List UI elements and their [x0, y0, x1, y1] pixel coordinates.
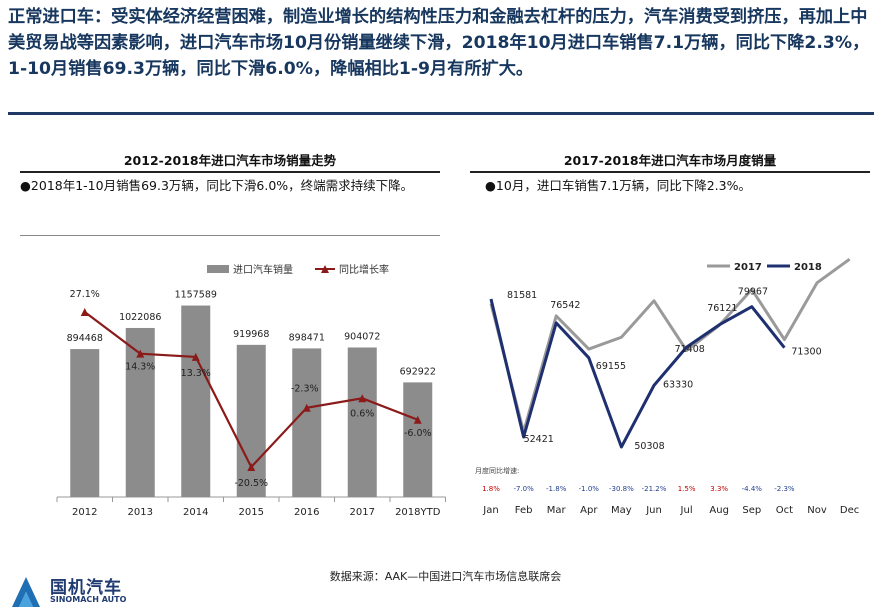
bar-value-label: 898471 — [289, 332, 325, 343]
growth-rate-point — [80, 308, 89, 316]
bar-value-label: 904072 — [344, 331, 380, 342]
sinomach-logo: 国机汽车 SINOMACH AUTO — [8, 573, 158, 611]
x-tick-label: 2013 — [128, 507, 153, 518]
growth-rate-point — [247, 463, 256, 471]
bar-value-label: 1022086 — [119, 312, 161, 323]
x-tick-label: 2017 — [350, 507, 375, 518]
bar-2016 — [292, 348, 322, 497]
bar-2012 — [70, 349, 100, 497]
left-title-rule — [20, 171, 440, 173]
bar-2014 — [181, 305, 211, 497]
header-divider — [8, 112, 874, 115]
x-tick-label: 2016 — [294, 507, 319, 518]
sinomach-logo-icon — [12, 577, 40, 607]
growth-rate-label: -20.5% — [234, 478, 268, 489]
right-chart-title: 2017-2018年进口汽车市场月度销量 — [563, 153, 777, 168]
growth-rate-label: 0.6% — [350, 408, 374, 419]
legend-line-label: 同比增长率 — [339, 263, 389, 276]
x-tick-label: 2014 — [183, 507, 208, 518]
right-title-rule — [470, 171, 870, 173]
growth-rate-label: 27.1% — [70, 289, 100, 300]
bar-2015 — [236, 344, 266, 497]
x-tick-label: 2012 — [72, 507, 97, 518]
logo-cn-text: 国机汽车 — [50, 578, 122, 598]
growth-rate-point — [136, 349, 145, 358]
legend-line-marker — [321, 265, 329, 273]
growth-rate-point — [358, 394, 367, 403]
x-tick-label: 2015 — [239, 507, 264, 518]
growth-rate-label: -2.3% — [291, 384, 319, 395]
growth-rate-point — [413, 415, 422, 424]
data-source: 数据来源：AAK—中国进口汽车市场信息联席会 — [329, 570, 562, 583]
bar-value-label: 692922 — [400, 366, 436, 377]
left-bullet-rule — [20, 235, 440, 236]
bar-2017 — [347, 347, 377, 497]
bar-value-label: 919968 — [233, 329, 269, 340]
growth-rate-label: -6.0% — [404, 428, 432, 439]
headline: 正常进口车：受实体经济经营困难，制造业增长的结构性压力和金融去杠杆的压力，汽车消… — [8, 7, 870, 79]
growth-rate-label: 14.3% — [125, 362, 155, 373]
growth-rate-point — [191, 352, 200, 361]
x-tick-label: 2018YTD — [395, 507, 441, 518]
left-bullet: ●2018年1-10月销售69.3万辆，同比下滑6.0%，终端需求持续下降。 — [20, 178, 414, 193]
right-bullet: ●10月，进口车销售7.1万辆，同比下降2.3%。 — [485, 178, 751, 193]
bar-2018YTD — [403, 382, 433, 497]
legend-bar-label: 进口汽车销量 — [233, 263, 293, 276]
growth-rate-point — [302, 403, 311, 412]
growth-rate-label: 13.3% — [181, 368, 211, 379]
bar-value-label: 894468 — [67, 333, 103, 344]
bar-value-label: 1157589 — [175, 290, 217, 301]
legend-bar-swatch — [207, 265, 229, 273]
logo-en-text: SINOMACH AUTO — [50, 595, 127, 604]
left-chart-title: 2012-2018年进口汽车市场销量走势 — [123, 153, 337, 168]
